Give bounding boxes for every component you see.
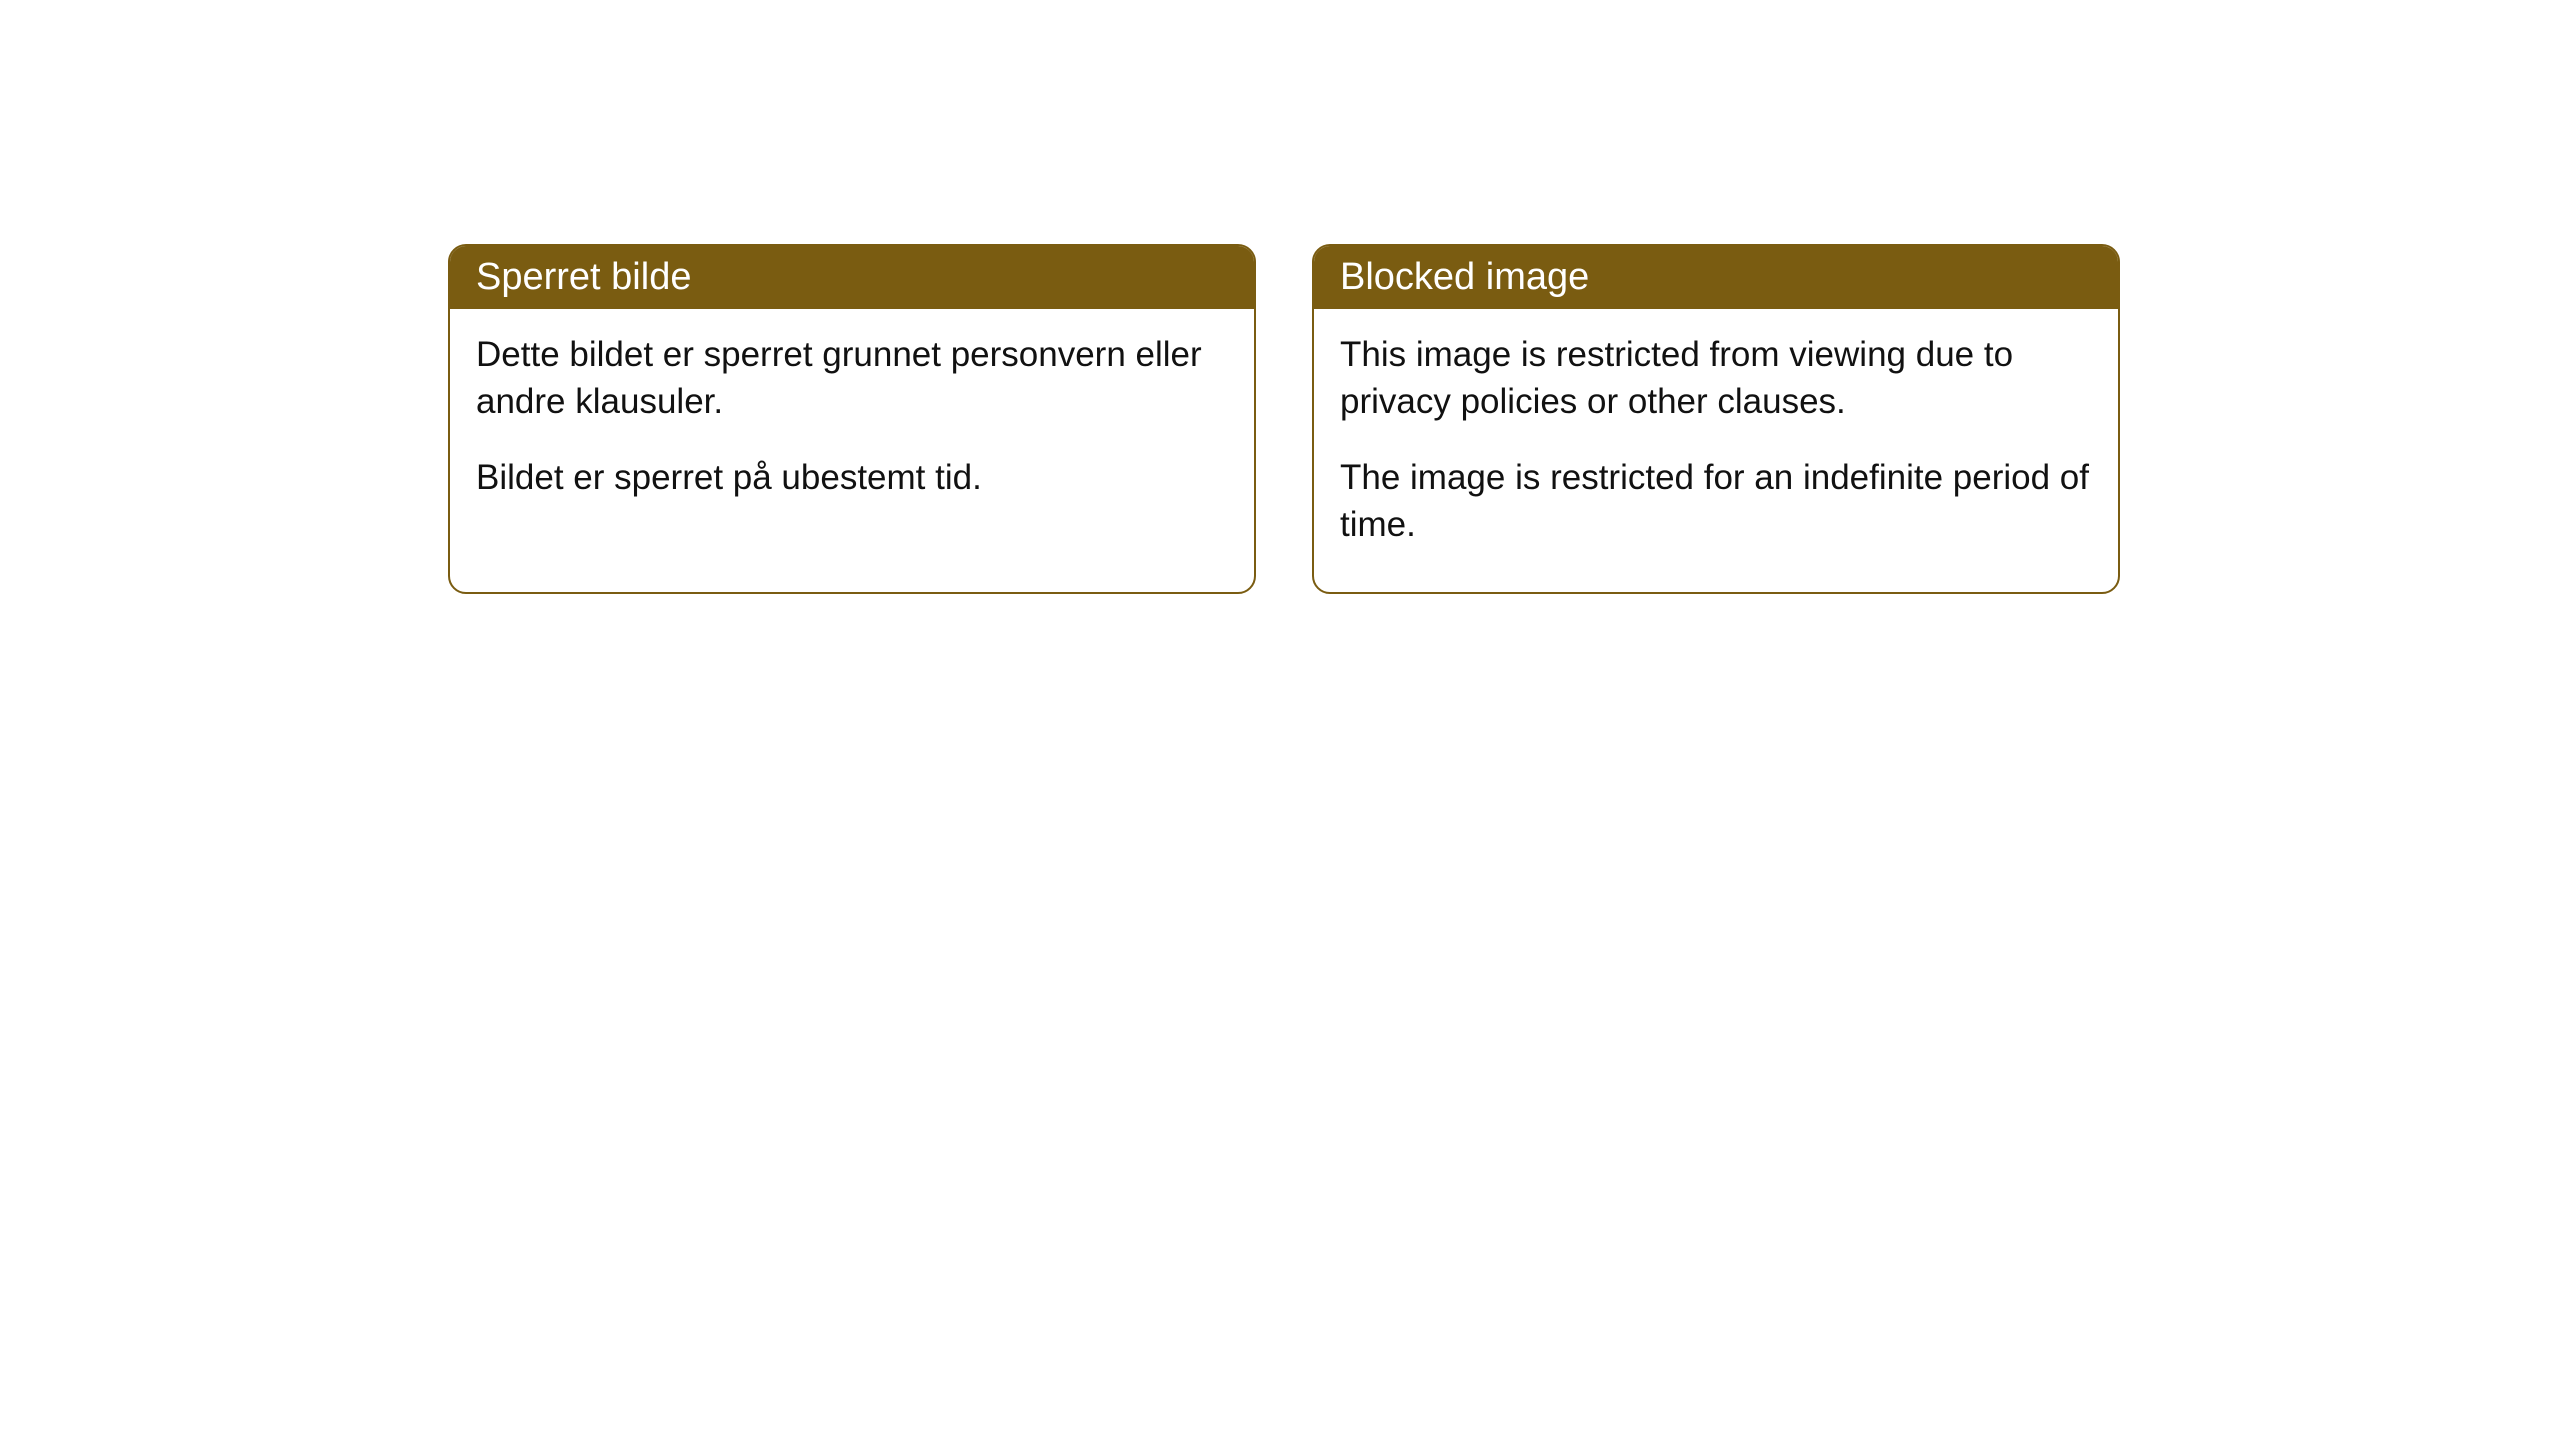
card-body: This image is restricted from viewing du…	[1314, 309, 2118, 592]
card-title: Blocked image	[1340, 256, 1589, 298]
card-header: Blocked image	[1314, 246, 2118, 309]
card-paragraph: The image is restricted for an indefinit…	[1340, 454, 2092, 549]
card-body: Dette bildet er sperret grunnet personve…	[450, 309, 1254, 545]
notice-cards-container: Sperret bilde Dette bildet er sperret gr…	[448, 244, 2120, 594]
card-header: Sperret bilde	[450, 246, 1254, 309]
card-paragraph: Bildet er sperret på ubestemt tid.	[476, 454, 1228, 501]
card-title: Sperret bilde	[476, 256, 691, 298]
card-paragraph: Dette bildet er sperret grunnet personve…	[476, 331, 1228, 426]
card-paragraph: This image is restricted from viewing du…	[1340, 331, 2092, 426]
blocked-image-card-en: Blocked image This image is restricted f…	[1312, 244, 2120, 594]
blocked-image-card-no: Sperret bilde Dette bildet er sperret gr…	[448, 244, 1256, 594]
